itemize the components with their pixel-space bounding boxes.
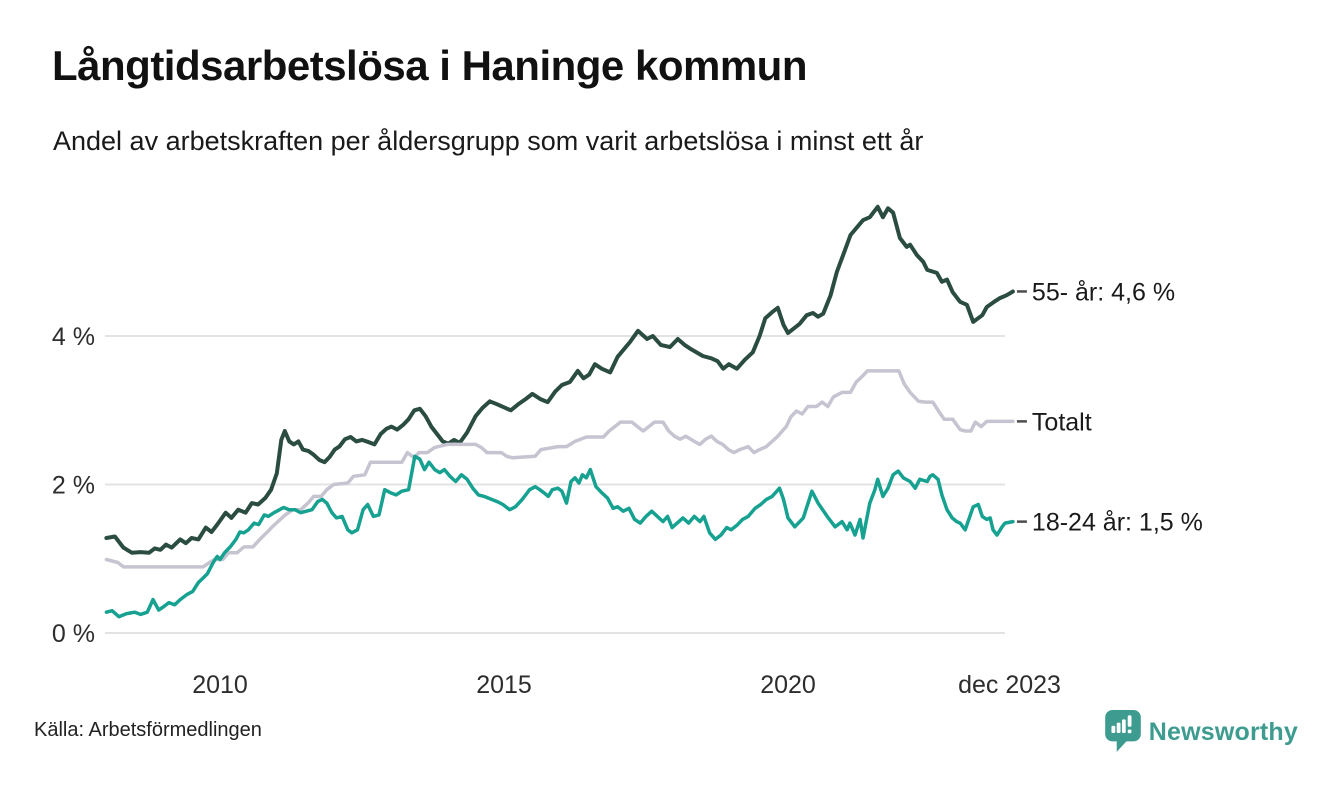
- y-tick-label: 4 %: [52, 323, 95, 351]
- x-tick-label: 2020: [760, 671, 816, 699]
- x-tick-label: 2015: [476, 671, 532, 699]
- series-line-Totalt: [104, 369, 1015, 569]
- source-note: Källa: Arbetsförmedlingen: [34, 719, 262, 741]
- series-line-55--r: [104, 204, 1015, 555]
- series-end-label-55--r: 55- år: 4,6 %: [1032, 278, 1175, 306]
- series-end-label-Totalt: Totalt: [1032, 408, 1092, 436]
- newsworthy-logo: Newsworthy: [1104, 708, 1298, 756]
- page-subtitle: Andel av arbetskraften per åldersgrupp s…: [53, 126, 924, 156]
- newsworthy-wordmark: Newsworthy: [1148, 717, 1298, 746]
- series-end-label-18-24-r: 18-24 år: 1,5 %: [1032, 509, 1203, 537]
- x-tick-label: 2010: [192, 671, 248, 699]
- page-title: Långtidsarbetslösa i Haninge kommun: [52, 42, 807, 89]
- x-tick-label: dec 2023: [958, 671, 1061, 699]
- series-line-18-24-r: [104, 454, 1015, 619]
- newsworthy-speech-bubble-chart-icon: [1104, 710, 1141, 754]
- y-tick-label: 2 %: [52, 472, 95, 500]
- y-tick-label: 0 %: [52, 620, 95, 648]
